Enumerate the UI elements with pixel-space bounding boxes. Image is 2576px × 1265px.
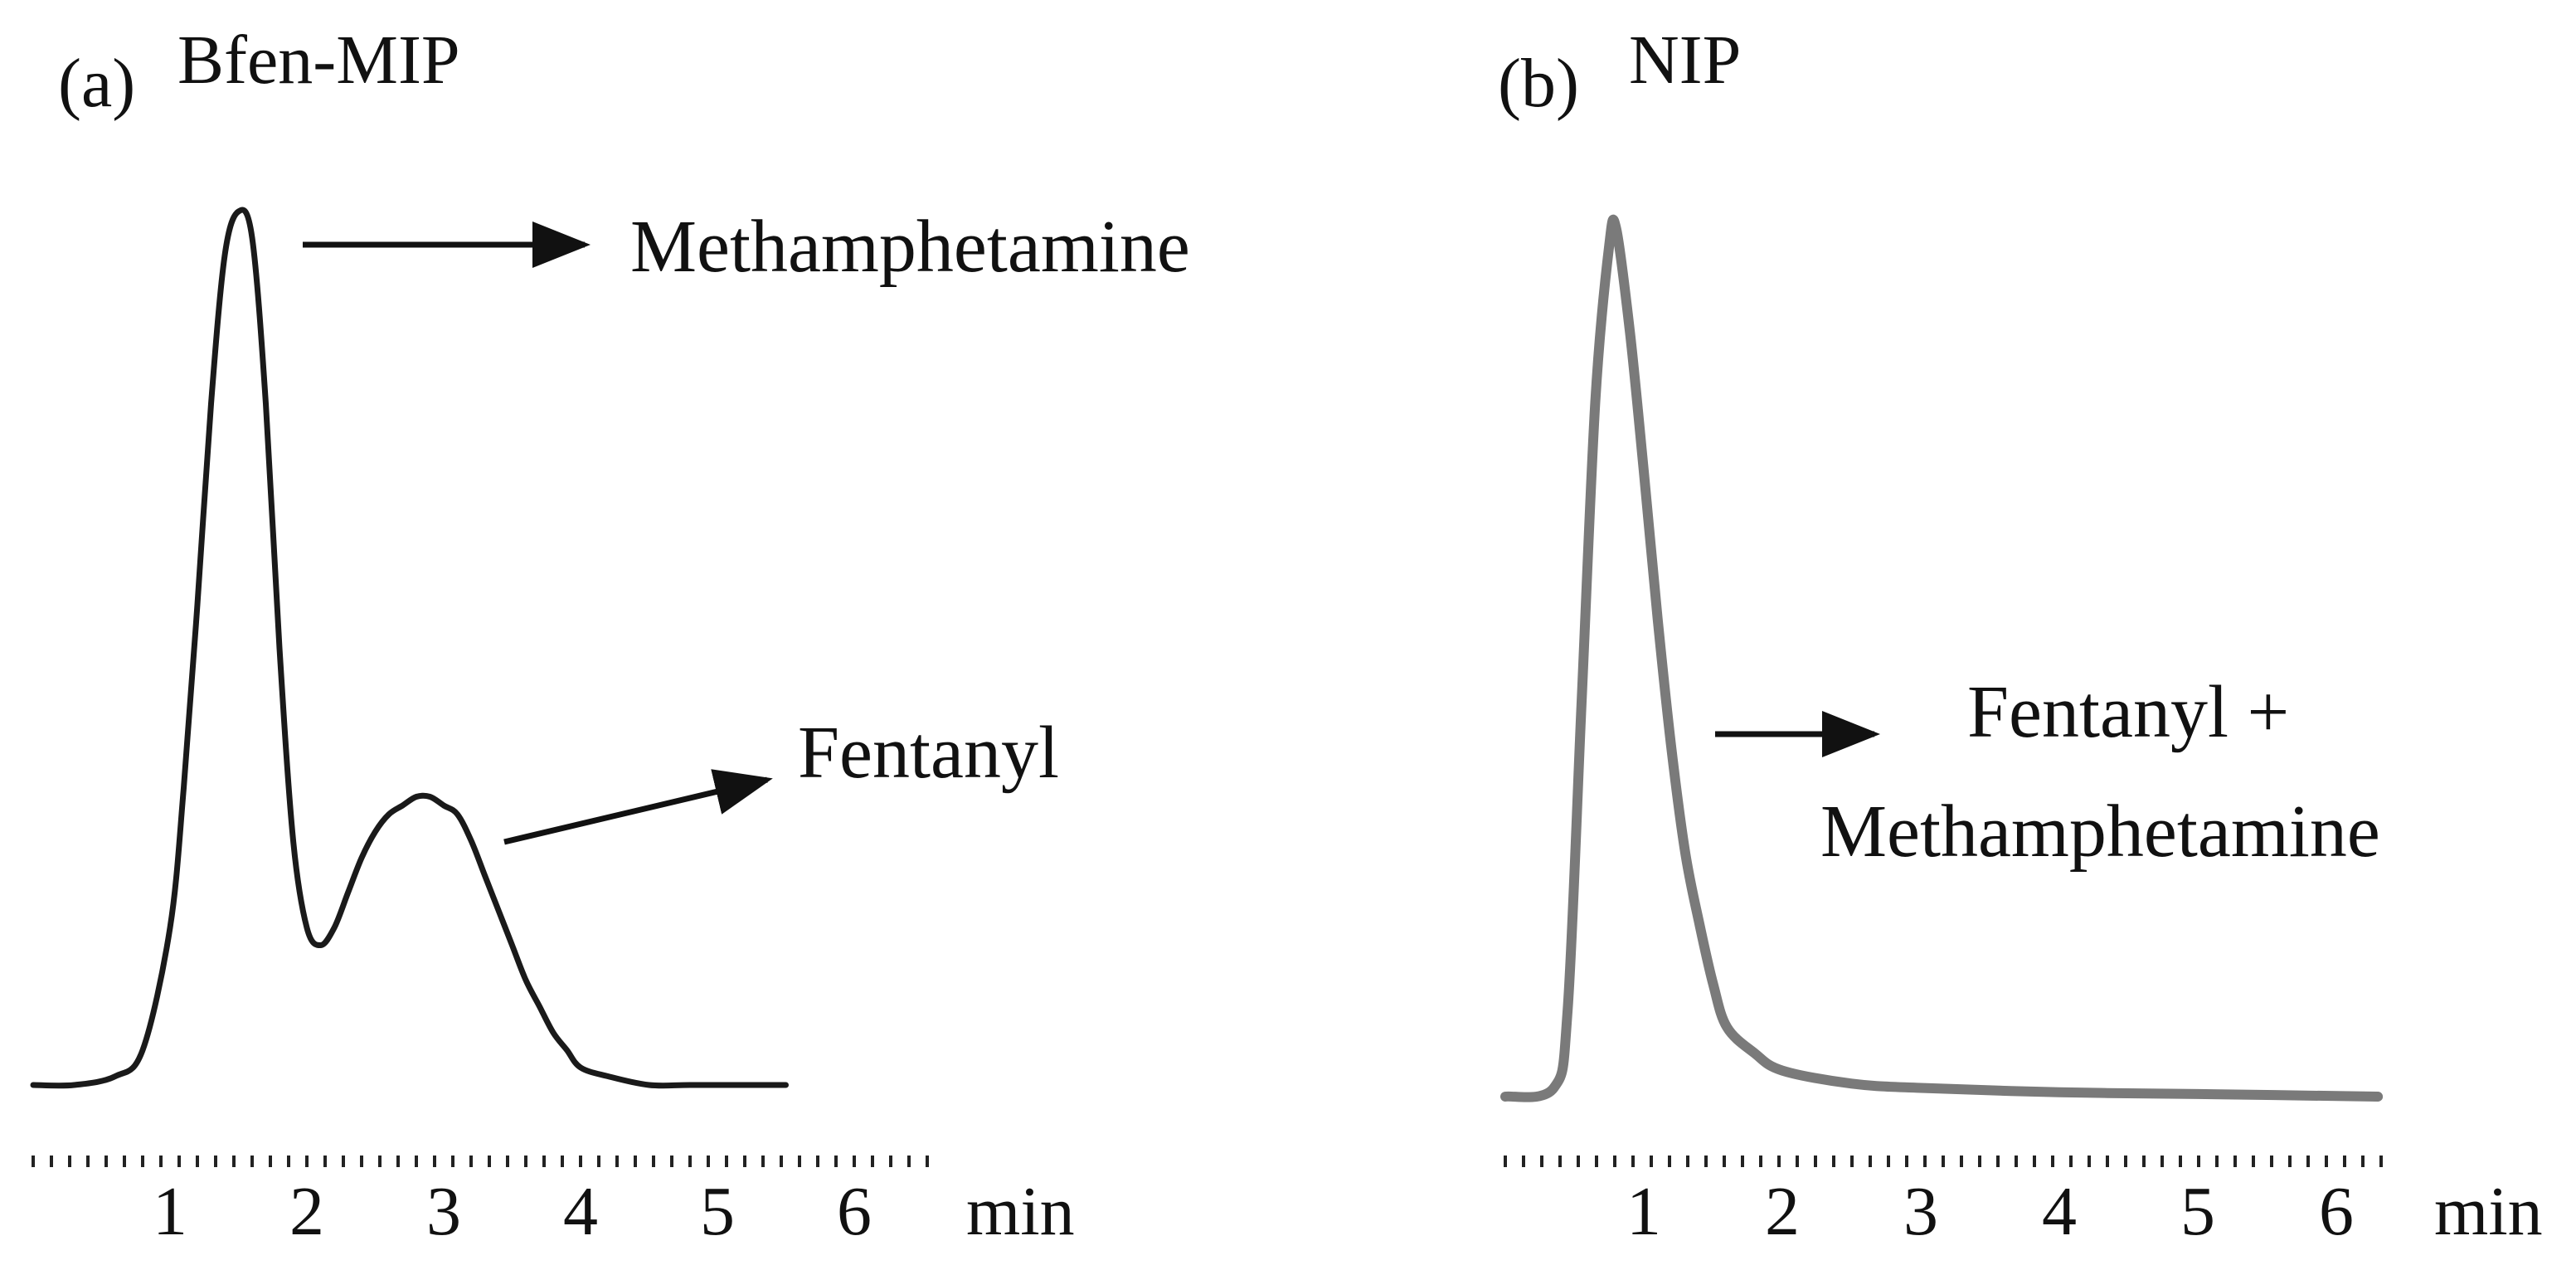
- panel-a-tick-label: 2: [289, 1173, 324, 1250]
- panel-a-tick-label: 6: [837, 1173, 872, 1250]
- panel-a-tick-label: 5: [700, 1173, 735, 1250]
- panel-a-tick-label: 3: [426, 1173, 461, 1250]
- panel-a-x-unit-label: min: [966, 1173, 1075, 1250]
- panel-b-tick-label: 2: [1765, 1173, 1800, 1250]
- panel-b-tick-label: 6: [2319, 1173, 2354, 1250]
- panel-b-annotation-line1: Fentanyl +: [1967, 671, 2289, 753]
- panel-b-tick-label: 3: [1903, 1173, 1938, 1250]
- panel-b-tick-label: 1: [1626, 1173, 1661, 1250]
- panel-b-x-axis: 1 2 3 4 5 6 min: [1504, 1156, 2543, 1250]
- panel-b-label: (b): [1498, 45, 1579, 122]
- panel-a-annotation-methamphetamine: Methamphetamine: [630, 206, 1190, 288]
- panel-b-tick-label: 4: [2042, 1173, 2077, 1250]
- panel-a-annotation-fentanyl: Fentanyl: [798, 712, 1059, 794]
- panel-b-chromatogram: (b) NIP 1 2 3 4 5 6 min Fentanyl + Methampheta…: [1498, 22, 2543, 1250]
- panel-b-x-unit-label: min: [2434, 1173, 2543, 1250]
- panel-a-tick-label: 4: [563, 1173, 598, 1250]
- panel-b-tick-label: 5: [2180, 1173, 2215, 1250]
- panel-a-title: Bfen-MIP: [177, 22, 460, 99]
- panel-a-label: (a): [58, 45, 135, 122]
- panel-b-series-line: [1500, 214, 2384, 1102]
- panel-b-annotation-line2: Methamphetamine: [1820, 791, 2380, 873]
- panel-a-series-line: [30, 207, 789, 1089]
- panel-a-chromatogram: (a) Bfen-MIP 1 2 3 4 5 6 min Methamphetamine F…: [30, 22, 1190, 1250]
- panel-a-x-axis: 1 2 3 4 5 6 min: [32, 1156, 1075, 1250]
- panel-a-arrow-fentanyl: [503, 769, 773, 845]
- panel-b-title: NIP: [1629, 22, 1741, 99]
- panel-a-tick-label: 1: [153, 1173, 187, 1250]
